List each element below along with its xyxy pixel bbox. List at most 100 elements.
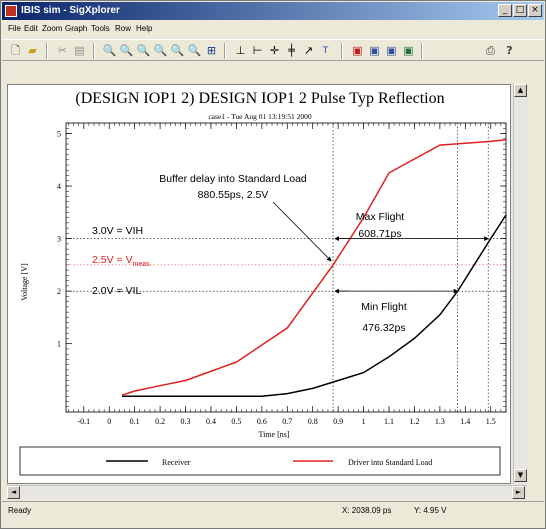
app-icon bbox=[5, 5, 17, 17]
annotations: Buffer delay into Standard Load 880.55ps… bbox=[92, 173, 489, 334]
zoom-all-icon[interactable]: ⊞ bbox=[206, 44, 217, 57]
plot-border bbox=[65, 122, 507, 413]
scroll-up-icon[interactable]: ▲ bbox=[514, 84, 527, 97]
y-tick-label: 5 bbox=[57, 130, 61, 139]
x-tick-label: 1.2 bbox=[409, 417, 419, 426]
paste-icon[interactable]: ▤ bbox=[74, 44, 85, 57]
vertical-marker-icon[interactable]: ⊥ bbox=[235, 44, 246, 57]
x-tick-label: 1.3 bbox=[435, 417, 445, 426]
cut-icon[interactable]: ✂ bbox=[57, 44, 68, 57]
scroll-left-icon[interactable]: ◄ bbox=[7, 486, 20, 499]
status-bar: Ready X: 2038.09 ps Y: 4.95 V bbox=[2, 501, 544, 520]
waveform-chart[interactable]: (DESIGN IOP1 2) DESIGN IOP1 2 Pulse Typ … bbox=[8, 85, 511, 484]
horizontal-marker-icon[interactable]: ⊢ bbox=[252, 44, 263, 57]
series-layer bbox=[121, 139, 507, 397]
crosshair-icon[interactable]: ✛ bbox=[269, 44, 280, 57]
menu-file[interactable]: File bbox=[8, 24, 21, 33]
y-tick-label: 1 bbox=[57, 340, 61, 349]
x-tick-label: 0.2 bbox=[155, 417, 165, 426]
toolbar-separator bbox=[421, 43, 423, 59]
menu-help[interactable]: Help bbox=[136, 24, 153, 33]
text-annotation-icon[interactable]: T bbox=[322, 46, 329, 56]
buffer-delay-value: 880.55ps, 2.5V bbox=[198, 189, 269, 201]
zoom-previous-icon[interactable]: 🔍 bbox=[153, 44, 168, 57]
y-tick-label: 3 bbox=[57, 235, 61, 244]
window-title: IBIS sim - SigXplorer bbox=[21, 5, 120, 16]
toolbar-separator bbox=[93, 43, 95, 59]
vil-label: 2.0V = VIL bbox=[92, 285, 141, 297]
zoom-area-icon[interactable]: 🔍 bbox=[187, 44, 202, 57]
legend-box bbox=[19, 446, 501, 476]
table-view-icon[interactable]: ▣ bbox=[403, 44, 414, 57]
y-axis-label: Voltage [V] bbox=[20, 263, 29, 301]
horizontal-scrollbar[interactable]: ◄ ► bbox=[7, 485, 527, 499]
open-folder-icon[interactable]: ▰ bbox=[28, 44, 37, 57]
vih-label: 3.0V = VIH bbox=[92, 225, 143, 237]
vertical-scrollbar[interactable]: ▲ ▼ bbox=[513, 84, 527, 484]
reference-lines bbox=[66, 123, 506, 412]
eye-diagram-icon[interactable]: ▣ bbox=[369, 44, 380, 57]
chart-subtitle: case1 - Tue Aug 01 13:19:51 2000 bbox=[208, 112, 312, 121]
buffer-delay-annotation: Buffer delay into Standard Load bbox=[159, 173, 307, 185]
x-tick-label: 0.6 bbox=[257, 417, 267, 426]
min-flight-label: Min Flight bbox=[361, 301, 407, 313]
menu-graph[interactable]: Graph bbox=[65, 24, 88, 33]
toolbar: 🗋 ▰ ✂ ▤ 🔍 🔍 🔍 🔍 🔍 🔍 ⊞ ⊥ ⊢ ✛ ╪ ↗ T ▣ ▣ ▣ … bbox=[2, 39, 544, 61]
x-tick-label: 0.7 bbox=[282, 417, 292, 426]
toolbar-separator bbox=[46, 43, 48, 59]
y-coordinate-readout: Y: 4.95 V bbox=[414, 506, 447, 515]
menu-edit[interactable]: Edit bbox=[24, 24, 38, 33]
toolbar-separator bbox=[341, 43, 343, 59]
x-tick-label: 0.8 bbox=[308, 417, 318, 426]
print-icon[interactable]: ⎙ bbox=[486, 44, 495, 57]
series-receiver-line bbox=[122, 214, 507, 397]
close-button[interactable]: × bbox=[528, 4, 542, 17]
y-tick-label: 4 bbox=[57, 182, 61, 191]
menu-row[interactable]: Row bbox=[115, 24, 132, 33]
waveform-view-icon[interactable]: ▣ bbox=[352, 44, 363, 57]
x-tick-label: -0.1 bbox=[77, 417, 90, 426]
menu-zoom[interactable]: Zoom bbox=[42, 24, 63, 33]
legend-label-receiver: Receiver bbox=[162, 458, 191, 467]
x-tick-label: 1.1 bbox=[384, 417, 394, 426]
status-text: Ready bbox=[8, 506, 32, 515]
x-tick-label: 1.5 bbox=[486, 417, 496, 426]
minimize-button[interactable]: _ bbox=[498, 4, 512, 17]
menu-bar: File Edit Zoom Graph Tools Row Help bbox=[2, 21, 544, 38]
x-tick-label: 0.9 bbox=[333, 417, 343, 426]
zoom-fit-icon[interactable]: 🔍 bbox=[136, 44, 151, 57]
x-axis-label: Time [ns] bbox=[258, 430, 289, 439]
menu-tools[interactable]: Tools bbox=[91, 24, 110, 33]
x-tick-label: 1.4 bbox=[460, 417, 470, 426]
zoom-in-icon[interactable]: 🔍 bbox=[102, 44, 117, 57]
slope-marker-icon[interactable]: ↗ bbox=[303, 44, 314, 57]
scroll-right-icon[interactable]: ► bbox=[512, 486, 525, 499]
series-driver-line bbox=[121, 139, 507, 396]
zoom-out-icon[interactable]: 🔍 bbox=[119, 44, 134, 57]
legend-label-driver: Driver into Standard Load bbox=[348, 458, 432, 467]
x-tick-label: 0 bbox=[107, 417, 111, 426]
y-tick-label: 2 bbox=[57, 287, 61, 296]
cross-marker-icon[interactable]: ╪ bbox=[288, 44, 295, 57]
chart-title: (DESIGN IOP1 2) DESIGN IOP1 2 Pulse Typ … bbox=[75, 90, 444, 107]
maximize-button[interactable]: □ bbox=[513, 4, 527, 17]
axes: -0.1 0 0.1 0.2 0.3 0.4 0.5 0.6 0.7 0.8 0.9 1 1.1 1.2 1… bbox=[57, 122, 507, 426]
scroll-down-icon[interactable]: ▼ bbox=[514, 469, 527, 482]
max-flight-label: Max Flight bbox=[356, 211, 405, 223]
spectrum-view-icon[interactable]: ▣ bbox=[386, 44, 397, 57]
new-file-icon[interactable]: 🗋 bbox=[11, 44, 20, 57]
title-bar[interactable]: IBIS sim - SigXplorer _ □ × bbox=[2, 2, 544, 20]
x-tick-label: 0.5 bbox=[231, 417, 241, 426]
max-flight-value: 608.71ps bbox=[358, 228, 401, 240]
vmeas-label: 2.5V = Vmeas bbox=[92, 254, 150, 268]
x-tick-label: 0.3 bbox=[181, 417, 191, 426]
min-flight-value: 476.32ps bbox=[362, 322, 405, 334]
x-tick-label: 1 bbox=[362, 417, 366, 426]
zoom-next-icon[interactable]: 🔍 bbox=[170, 44, 185, 57]
x-coordinate-readout: X: 2038.09 ps bbox=[342, 506, 392, 515]
plot-area[interactable]: (DESIGN IOP1 2) DESIGN IOP1 2 Pulse Typ … bbox=[7, 84, 511, 484]
help-icon[interactable]: ? bbox=[506, 44, 513, 57]
buffer-delay-arrow bbox=[272, 201, 332, 262]
toolbar-separator bbox=[224, 43, 226, 59]
